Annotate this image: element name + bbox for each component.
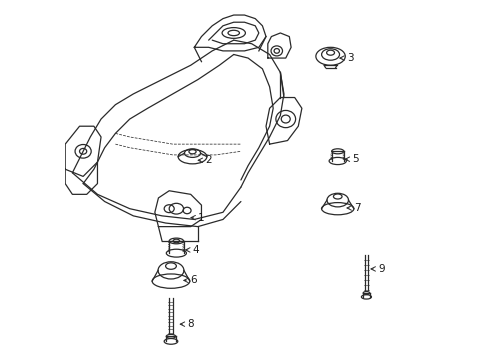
Text: 4: 4 — [192, 245, 199, 255]
Text: 3: 3 — [346, 53, 353, 63]
Text: 6: 6 — [190, 275, 197, 285]
Text: 7: 7 — [353, 203, 360, 213]
Text: 2: 2 — [204, 155, 211, 165]
Text: 1: 1 — [198, 213, 204, 222]
Text: 8: 8 — [187, 319, 193, 329]
Text: 9: 9 — [377, 264, 384, 274]
Text: 5: 5 — [351, 154, 358, 164]
